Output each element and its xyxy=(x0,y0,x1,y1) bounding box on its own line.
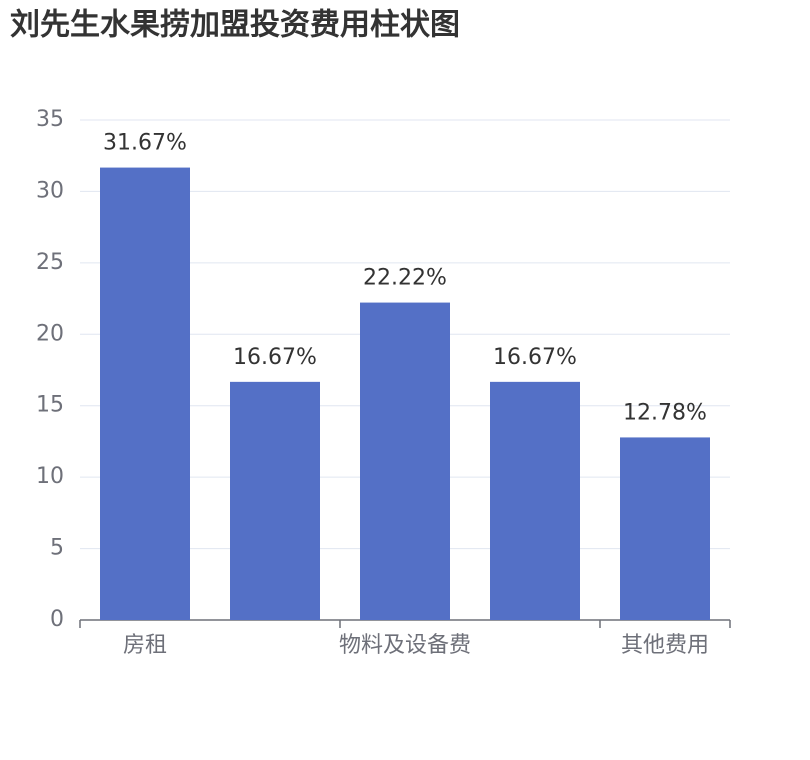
y-tick-label: 15 xyxy=(36,393,64,418)
y-tick-label: 25 xyxy=(36,250,64,275)
y-tick-label: 35 xyxy=(36,107,64,132)
y-tick-label: 20 xyxy=(36,321,64,346)
data-label: 12.78% xyxy=(623,400,707,425)
bar xyxy=(230,381,320,620)
bar xyxy=(620,437,710,620)
bar xyxy=(490,381,580,620)
y-tick-label: 30 xyxy=(36,178,64,203)
data-label: 16.67% xyxy=(493,345,577,370)
bar xyxy=(360,302,450,620)
data-label: 16.67% xyxy=(233,345,317,370)
data-label: 31.67% xyxy=(103,131,187,156)
y-tick-label: 0 xyxy=(50,607,64,632)
y-tick-label: 5 xyxy=(50,536,64,561)
x-tick-label: 房租 xyxy=(123,633,167,658)
chart-title: 刘先生水果捞加盟投资费用柱状图 xyxy=(10,8,460,43)
x-tick-label: 其他费用 xyxy=(621,633,709,658)
x-tick-label: 物料及设备费 xyxy=(339,633,471,658)
bar xyxy=(100,167,190,621)
y-tick-label: 10 xyxy=(36,464,64,489)
data-label: 22.22% xyxy=(363,266,447,291)
